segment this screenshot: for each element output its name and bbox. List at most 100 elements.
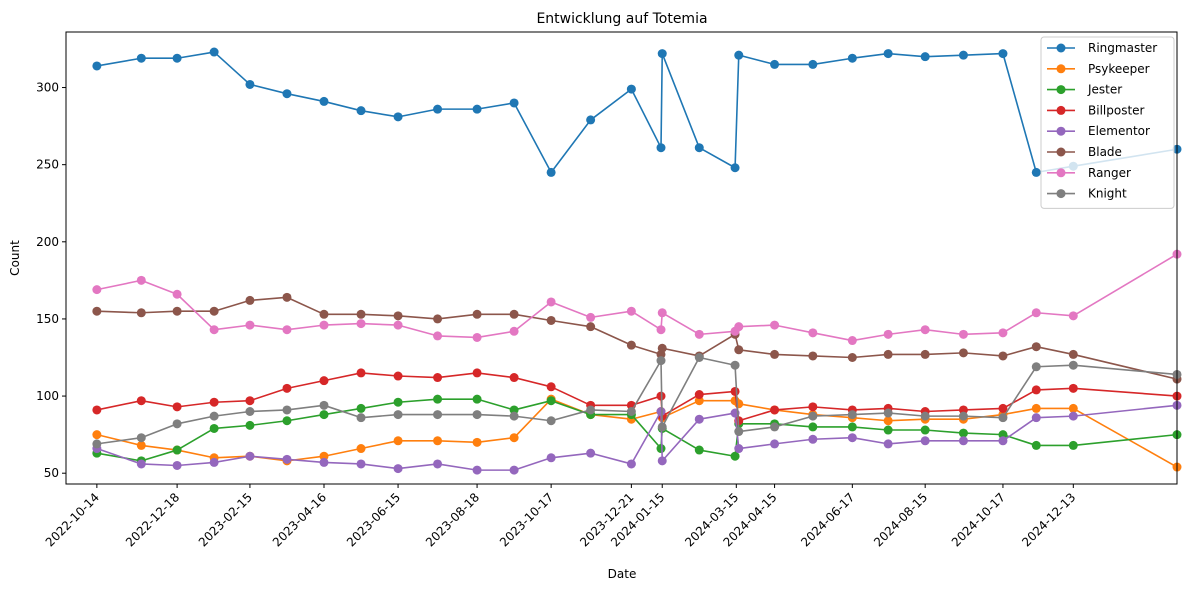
data-point-blade [1031,342,1041,352]
data-point-elementor [734,444,744,454]
data-point-billposter [1031,385,1041,395]
data-point-billposter [770,405,780,415]
data-point-jester [282,416,292,426]
data-point-ranger [209,325,219,335]
legend-label-psykeeper: Psykeeper [1088,62,1150,76]
data-point-blade [136,308,146,318]
data-point-ranger [319,320,329,330]
data-point-knight [626,406,636,416]
y-tick-label: 100 [36,389,59,403]
data-point-jester [730,451,740,461]
data-point-elementor [546,453,556,463]
data-point-jester [998,430,1008,440]
data-point-elementor [656,406,666,416]
data-point-ringmaster [626,84,636,94]
legend-marker-elementor [1056,126,1066,136]
series-line-psykeeper [96,398,1178,468]
data-point-ringmaster [92,61,102,71]
data-point-elementor [472,465,482,475]
data-point-blade [245,295,255,305]
data-point-jester [1068,440,1078,450]
data-point-ringmaster [509,98,519,108]
data-point-knight [694,353,704,363]
data-point-elementor [319,457,329,467]
data-point-knight [847,410,857,420]
data-point-knight [356,413,366,423]
data-point-billposter [808,402,818,412]
data-point-elementor [509,465,519,475]
data-point-elementor [172,460,182,470]
data-point-knight [657,422,667,432]
data-point-billposter [958,405,968,415]
data-point-ringmaster [209,47,219,57]
data-point-jester [546,396,556,406]
data-point-knight [472,410,482,420]
data-point-knight [586,405,596,415]
data-point-ringmaster [920,52,930,62]
data-point-psykeeper [393,436,403,446]
data-point-knight [1068,360,1078,370]
legend-label-elementor: Elementor [1088,124,1150,138]
data-point-ringmaster [730,163,740,173]
data-point-ringmaster [472,104,482,114]
plot-area [92,47,1182,475]
data-point-blade [920,349,930,359]
data-point-psykeeper [883,416,893,426]
data-point-billposter [509,373,519,383]
data-point-ringmaster [1031,167,1041,177]
data-point-jester [920,425,930,435]
series-line-ranger [96,253,1178,342]
data-point-psykeeper [319,451,329,461]
data-point-ringmaster [958,50,968,60]
data-point-billposter [282,383,292,393]
data-point-elementor [657,456,667,466]
data-point-ringmaster [694,143,704,153]
data-point-blade [958,348,968,358]
plot-frame [65,31,1178,485]
data-point-blade [883,349,893,359]
data-point-billposter [209,397,219,407]
legend-box [1040,36,1175,209]
data-point-ranger [694,329,704,339]
data-point-knight [656,356,666,366]
data-point-jester [393,397,403,407]
data-point-jester [847,422,857,432]
data-point-elementor [209,457,219,467]
data-point-elementor [998,436,1008,446]
data-point-jester [656,444,666,454]
data-point-jester [172,445,182,455]
data-point-ranger [92,285,102,295]
data-point-ranger [356,319,366,329]
data-point-psykeeper [1031,403,1041,413]
data-point-ranger [626,306,636,316]
data-point-elementor [847,433,857,443]
data-point-knight [172,419,182,429]
data-point-psykeeper [694,396,704,406]
series-psykeeper [92,394,1182,472]
data-point-knight [92,439,102,449]
data-point-ringmaster [770,59,780,69]
data-point-blade [509,309,519,319]
data-point-knight [136,433,146,443]
y-tick-label: 150 [36,312,59,326]
data-point-elementor [586,448,596,458]
data-point-ringmaster [282,89,292,99]
data-point-jester [356,403,366,413]
data-point-elementor [393,464,403,474]
data-point-ringmaster [393,112,403,122]
data-point-ringmaster [847,53,857,63]
data-point-ranger [808,328,818,338]
data-point-elementor [282,454,292,464]
data-point-knight [808,411,818,421]
data-point-ranger [433,331,443,341]
data-point-ranger [847,336,857,346]
data-point-psykeeper [92,430,102,440]
data-point-ranger [282,325,292,335]
data-point-knight [546,416,556,426]
data-point-billposter [472,368,482,378]
data-point-jester [433,394,443,404]
data-point-elementor [1068,411,1078,421]
data-point-blade [356,309,366,319]
